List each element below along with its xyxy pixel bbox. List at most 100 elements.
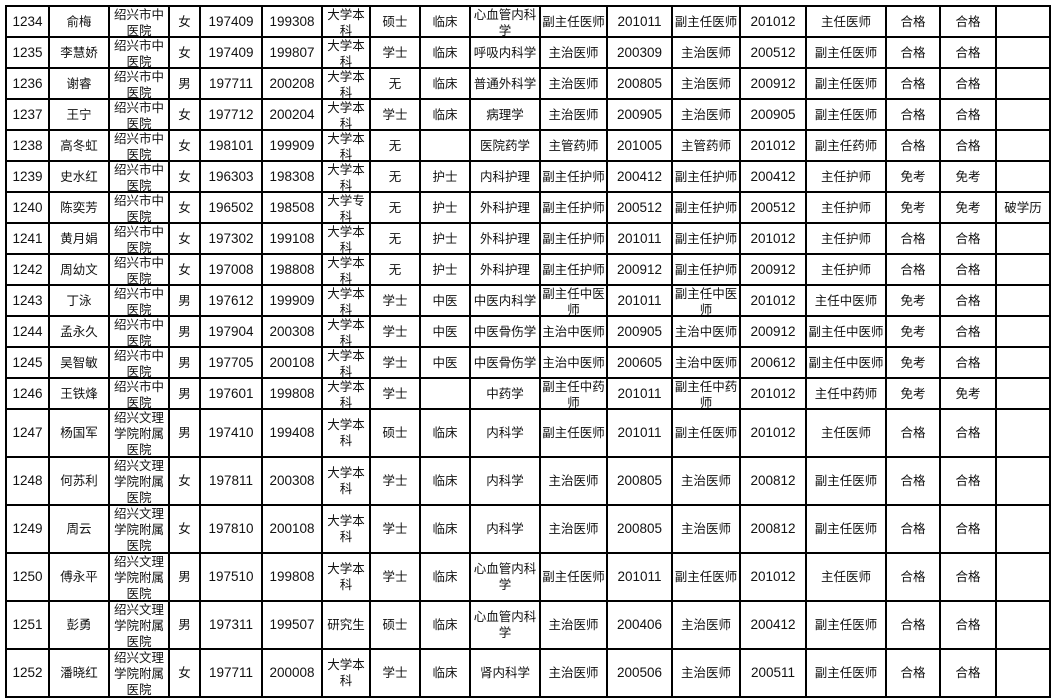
cell-gender: 男 [168, 408, 201, 458]
cell-exam-result-1: 合格 [885, 5, 941, 38]
gender-text: 女 [178, 44, 191, 60]
cell-appointed-date: 200412 [739, 160, 807, 193]
cell-name: 高冬虹 [48, 129, 110, 162]
appointed-date-text: 201012 [750, 425, 796, 440]
degree-text: 学士 [382, 323, 408, 339]
cell-name: 谢睿 [48, 67, 110, 100]
applied-title-text: 副主任医师 [814, 521, 878, 536]
cell-work-start: 199308 [261, 5, 323, 38]
table-row: 1242 周幼文 绍兴市中医院女 197008 198808 大学本科无护士 外科护理 副主任… [5, 253, 1051, 286]
cell-applied-title: 主任护师 [805, 253, 887, 286]
cell-appointed-title: 副主任护师 [671, 222, 741, 255]
current-title-text: 副主任护师 [542, 199, 605, 215]
category-text: 中医 [432, 354, 458, 370]
cell-gender: 女 [168, 129, 201, 162]
appointed-title-text: 主治中医师 [674, 354, 738, 370]
cell-gender: 女 [168, 191, 201, 224]
current-title-text: 副主任中医师 [542, 286, 605, 315]
cell-education: 研究生 [321, 600, 371, 650]
table-row: 1249 周云 绍兴文理学院附属医院女 197810 200108 大学本科 学士 临床 内科学… [5, 504, 1051, 554]
appointed-title-text: 主管药师 [680, 137, 731, 153]
cell-work-start: 200308 [261, 315, 323, 348]
unit-text: 绍兴文理学院附属医院 [113, 554, 164, 600]
exam-result-2-text: 合格 [955, 521, 981, 536]
birth-date-text: 197302 [208, 230, 254, 246]
work-start-text: 200208 [269, 75, 315, 91]
cell-degree: 学士 [369, 504, 421, 554]
cell-unit: 绍兴市中医院 [108, 315, 170, 348]
appointed-date-text: 201012 [750, 230, 796, 246]
applied-title-text: 主任中医师 [814, 292, 878, 308]
cell-degree: 学士 [369, 284, 421, 317]
work-start-text: 200008 [269, 665, 315, 680]
cell-appointed-date: 200612 [739, 346, 807, 379]
cell-birth-date: 197711 [199, 67, 263, 100]
cell-unit: 绍兴文理学院附属医院 [108, 408, 170, 458]
title-date-text: 200805 [616, 521, 663, 536]
applied-title-text: 副主任医师 [814, 473, 878, 488]
id-text: 1241 [12, 230, 43, 246]
exam-result-2-text: 合格 [955, 261, 981, 277]
table-row: 1237 王宁 绍兴市中医院女 197712 200204 大学本科 学士 临床 病理学 主治医师… [5, 98, 1051, 131]
specialty-text: 中药学 [486, 385, 524, 401]
birth-date-text: 196502 [208, 199, 254, 215]
cell-degree: 硕士 [369, 408, 421, 458]
exam-result-1-text: 合格 [900, 425, 926, 440]
cell-gender: 女 [168, 36, 201, 69]
cell-current-title: 副主任医师 [539, 552, 608, 602]
cell-specialty: 内科学 [469, 456, 541, 506]
cell-exam-result-1: 合格 [885, 456, 941, 506]
cell-exam-result-2: 免考 [939, 191, 997, 224]
cell-exam-result-1: 合格 [885, 36, 941, 69]
unit-text: 绍兴市中医院 [113, 69, 164, 98]
cell-applied-title: 副主任医师 [805, 600, 887, 650]
cell-education: 大学专科 [321, 191, 371, 224]
cell-name: 孟永久 [48, 315, 110, 348]
name-text: 黄月娟 [60, 230, 98, 246]
cell-remark [995, 600, 1051, 650]
cell-exam-result-1: 合格 [885, 67, 941, 100]
cell-education: 大学本科 [321, 160, 371, 193]
cell-specialty: 中医骨伤学 [469, 315, 541, 348]
specialty-text: 内科学 [486, 425, 524, 440]
work-start-text: 199108 [269, 230, 315, 246]
name-text: 史水红 [60, 168, 98, 184]
title-date-text: 201011 [617, 292, 662, 308]
appointed-title-text: 主治医师 [680, 521, 731, 536]
cell-name: 吴智敏 [48, 346, 110, 379]
name-text: 周幼文 [60, 261, 98, 277]
cell-name: 李慧娇 [48, 36, 110, 69]
category-text: 护士 [432, 168, 458, 184]
appointed-date-text: 200905 [750, 106, 796, 122]
cell-work-start: 200108 [261, 504, 323, 554]
cell-title-date: 200512 [606, 191, 673, 224]
cell-current-title: 主治中医师 [539, 346, 608, 379]
cell-exam-result-2: 合格 [939, 600, 997, 650]
birth-date-text: 197904 [208, 323, 254, 339]
exam-result-2-text: 合格 [955, 13, 981, 29]
cell-specialty: 中医内科学 [469, 284, 541, 317]
cell-category: 护士 [419, 191, 471, 224]
cell-education: 大学本科 [321, 98, 371, 131]
cell-gender: 男 [168, 600, 201, 650]
category-text: 临床 [432, 617, 458, 632]
cell-degree: 学士 [369, 552, 421, 602]
cell-work-start: 198808 [261, 253, 323, 286]
exam-result-2-text: 免考 [955, 199, 981, 215]
table-row: 1245 吴智敏 绍兴市中医院男 197705 200108 大学本科 学士 中医 中医骨伤学主… [5, 346, 1051, 379]
education-text: 大学本科 [327, 38, 365, 67]
cell-gender: 男 [168, 67, 201, 100]
cell-education: 大学本科 [321, 648, 371, 698]
cell-unit: 绍兴文理学院附属医院 [108, 648, 170, 698]
cell-id: 1245 [5, 346, 50, 379]
cell-exam-result-1: 免考 [885, 346, 941, 379]
degree-text: 学士 [382, 354, 408, 370]
cell-exam-result-1: 免考 [885, 160, 941, 193]
unit-text: 绍兴市中医院 [113, 255, 164, 284]
appointed-title-text: 副主任护师 [674, 230, 738, 246]
exam-result-2-text: 合格 [955, 75, 981, 91]
cell-birth-date: 197712 [199, 98, 263, 131]
cell-exam-result-2: 合格 [939, 284, 997, 317]
id-text: 1249 [12, 521, 43, 536]
applied-title-text: 主任医师 [820, 13, 871, 29]
